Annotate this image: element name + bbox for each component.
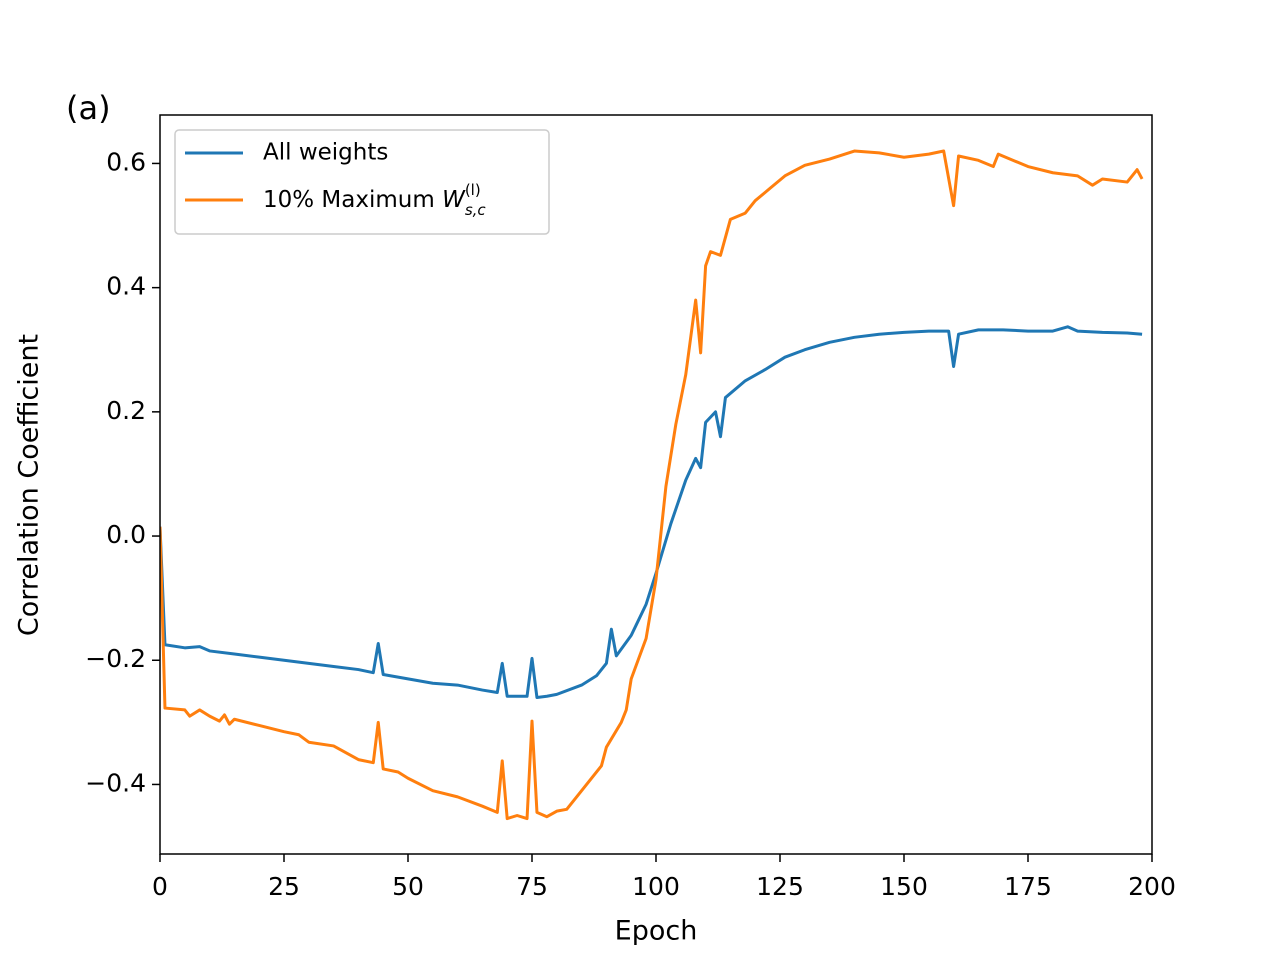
y-tick-label: 0.6	[106, 147, 146, 176]
y-tick-label: 0.4	[106, 272, 146, 301]
y-tick-label: 0.0	[106, 520, 146, 549]
legend-label: 10% Maximum W(l) s,c	[263, 181, 486, 219]
line-series	[160, 149, 1144, 821]
x-tick-label: 50	[392, 872, 424, 901]
plot-frame	[159, 114, 1153, 855]
x-axis-label: Epoch	[615, 916, 698, 947]
legend-label: All weights	[263, 140, 388, 166]
y-axis-label: Correlation Coefficient	[14, 334, 45, 636]
x-tick-label: 125	[756, 872, 804, 901]
y-tick-label: −0.4	[85, 768, 146, 797]
x-tick-label: 150	[880, 872, 928, 901]
panel-label: (a)	[66, 89, 111, 127]
legend-box	[174, 129, 550, 235]
x-tick-label: 100	[632, 872, 680, 901]
line-series	[160, 325, 1143, 700]
x-tick-label: 200	[1128, 872, 1176, 901]
x-tick-label: 0	[152, 872, 168, 901]
y-tick-label: −0.2	[85, 644, 146, 673]
y-tick-label: 0.2	[106, 396, 146, 425]
x-tick-label: 75	[516, 872, 548, 901]
x-tick-label: 25	[268, 872, 300, 901]
x-tick-label: 175	[1004, 872, 1052, 901]
